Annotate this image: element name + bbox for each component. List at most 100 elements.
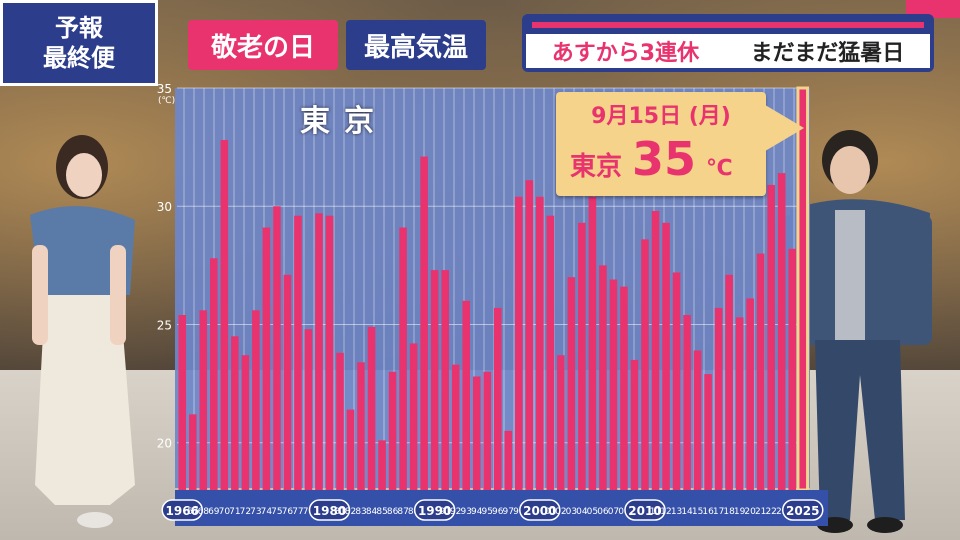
bar-94 <box>472 376 481 490</box>
bar-18 <box>725 274 733 490</box>
bar-82 <box>346 409 355 490</box>
x-decade-pill-1966 <box>161 499 204 521</box>
x-decade-label-2025: 2025 <box>786 504 819 518</box>
x-tick-label-91: 91 <box>439 507 450 517</box>
x-tick-label-08: 08 <box>618 507 630 517</box>
x-tick-label-17: 17 <box>713 507 724 517</box>
x-decade-pill-2010 <box>624 499 666 521</box>
chart-title-city: 東京 <box>300 104 388 139</box>
bar-19 <box>735 317 744 490</box>
x-tick-label-03: 03 <box>566 507 577 517</box>
x-decade-label-2000: 2000 <box>523 504 556 518</box>
x-axis-band <box>175 490 828 526</box>
keirou-tag: 敬老の日 <box>188 20 338 70</box>
bar-23 <box>777 173 786 491</box>
bar-67 <box>188 414 197 490</box>
x-tick-label-20: 20 <box>744 507 756 517</box>
bar-89 <box>420 156 428 490</box>
bar-07 <box>609 279 618 490</box>
x-tick-label-19: 19 <box>734 507 746 517</box>
callout-city: 東京 <box>570 152 623 182</box>
x-tick-label-97: 97 <box>503 507 514 517</box>
bar-83 <box>357 362 365 490</box>
x-tick-label-71: 71 <box>229 507 240 517</box>
x-tick-label-16: 16 <box>702 507 714 517</box>
max-temp-tag: 最高気温 <box>346 20 486 70</box>
bar-1990 <box>430 270 439 490</box>
callout-date: 9月15日 (月) <box>591 104 731 129</box>
x-decade-pill-2000 <box>519 499 561 521</box>
x-tick-label-88: 88 <box>408 507 420 517</box>
highlight-callout: 9月15日 (月) 東京 35 ℃ <box>556 92 804 196</box>
x-decade-pill-1980 <box>308 499 351 521</box>
x-tick-label-22: 22 <box>765 507 776 517</box>
callout-row: 東京 35 ℃ <box>570 132 733 186</box>
x-tick-label-01: 01 <box>545 507 556 517</box>
bar-06 <box>599 265 607 490</box>
bar-13 <box>672 272 681 490</box>
bar-1966 <box>178 315 187 490</box>
presenter-right <box>783 130 932 533</box>
bar-99 <box>525 180 534 491</box>
bar-01 <box>546 215 555 490</box>
bar-09 <box>630 359 639 490</box>
y-tick-label-0: 20 <box>157 437 172 451</box>
bar-11 <box>651 210 660 490</box>
bar-15 <box>693 350 702 490</box>
x-tick-label-73: 73 <box>250 507 261 517</box>
bar-2010 <box>641 239 649 490</box>
x-tick-label-77: 77 <box>292 507 303 517</box>
bar-68 <box>199 310 208 490</box>
callout-temp: 35 <box>632 132 697 186</box>
bar-24 <box>788 248 797 490</box>
bar-81 <box>336 352 344 490</box>
x-tick-label-23: 23 <box>776 507 787 517</box>
x-tick-label-67: 67 <box>187 507 198 517</box>
x-tick-label-68: 68 <box>198 507 210 517</box>
bar-12 <box>662 222 670 490</box>
x-tick-label-98: 98 <box>513 507 525 517</box>
x-decade-pill-2025 <box>781 499 824 521</box>
bar-74 <box>262 227 271 491</box>
bar-2025 <box>798 88 807 490</box>
x-tick-label-21: 21 <box>755 507 766 517</box>
bar-96 <box>493 307 502 490</box>
x-tick-label-86: 86 <box>387 507 399 517</box>
x-tick-label-95: 95 <box>482 507 493 517</box>
bar-75 <box>273 206 281 490</box>
bar-76 <box>283 274 292 490</box>
x-tick-label-82: 82 <box>345 507 356 517</box>
bar-20 <box>746 298 754 490</box>
headline-part1: あすから3連休 <box>551 41 700 66</box>
x-decade-label-1966: 1966 <box>166 504 199 518</box>
bar-1980 <box>325 215 334 490</box>
bar-84 <box>367 326 376 490</box>
bar-04 <box>578 222 586 490</box>
accent-bar <box>906 0 960 18</box>
x-tick-label-72: 72 <box>240 507 251 517</box>
x-tick-label-07: 07 <box>608 507 619 517</box>
headline-part2: まだまだ猛暑日 <box>750 41 905 66</box>
bar-72 <box>241 355 250 490</box>
bar-93 <box>462 300 470 490</box>
y-axis-unit: (℃) <box>158 96 176 106</box>
x-tick-label-70: 70 <box>219 507 231 517</box>
bar-71 <box>231 336 239 490</box>
x-tick-label-75: 75 <box>271 507 282 517</box>
x-tick-label-76: 76 <box>282 507 294 517</box>
x-tick-label-18: 18 <box>723 507 735 517</box>
y-tick-label-2: 30 <box>157 200 172 214</box>
x-tick-label-06: 06 <box>597 507 609 517</box>
x-tick-label-85: 85 <box>376 507 387 517</box>
headline-box: あすから3連休 まだまだ猛暑日 <box>526 34 930 68</box>
bar-70 <box>220 140 229 490</box>
bar-14 <box>683 315 691 490</box>
x-tick-label-94: 94 <box>471 507 483 517</box>
bar-79 <box>315 213 323 490</box>
x-decade-label-2010: 2010 <box>628 504 661 518</box>
bar-77 <box>294 215 302 490</box>
bar-16 <box>704 374 712 490</box>
x-decade-pill-1990 <box>413 499 456 521</box>
x-tick-label-84: 84 <box>366 507 378 517</box>
